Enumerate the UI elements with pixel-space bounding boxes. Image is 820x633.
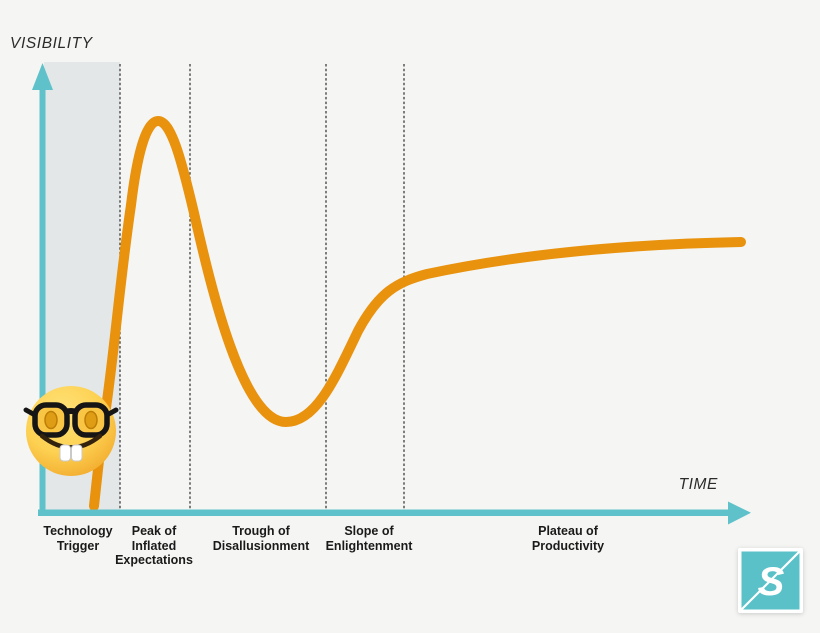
phase-label-line: Slope of: [344, 524, 394, 538]
y-axis-arrow-icon: [32, 63, 53, 90]
left-eye: [44, 410, 58, 430]
phase-label-line: Disallusionment: [212, 538, 310, 553]
phase-label-line: Enlightenment: [325, 538, 413, 553]
y-axis: [32, 63, 53, 514]
phase-label-line: Expectations: [115, 553, 193, 567]
phase-divider-lines: [119, 64, 405, 511]
logo-icon: S: [740, 550, 801, 611]
hype-curve: [89, 116, 746, 511]
x-axis-arrow-icon: [728, 501, 751, 525]
phase-label-plateau-of-productivity: Plateau of Productivity: [488, 524, 648, 553]
right-eye: [84, 410, 98, 430]
phase-label-line: Inflated: [131, 538, 177, 553]
x-axis-line: [38, 509, 732, 516]
phase-label-trough-of-disallusionment: Trough of Disallusionment: [171, 524, 351, 553]
y-axis-label: VISIBILITY: [10, 35, 93, 52]
phase-label-technology-trigger: Technology Trigger: [0, 524, 158, 553]
left-tooth: [59, 444, 71, 462]
nerd-face-emoji: [23, 386, 119, 476]
right-tooth: [71, 444, 83, 462]
x-axis-label: TIME: [678, 476, 718, 493]
phase-label-line: Trigger: [56, 538, 100, 553]
logo-letter: S: [758, 560, 785, 604]
phase-label-line: Productivity: [531, 538, 605, 553]
phase-label-line: Technology: [43, 524, 113, 538]
y-axis-line: [39, 86, 46, 514]
smile: [39, 433, 103, 450]
phase-label-slope-of-enlightenment: Slope of Enlightenment: [289, 524, 449, 553]
phase-label-line: Peak of: [131, 524, 177, 538]
x-axis: [38, 501, 751, 525]
logo-diagonal: [740, 550, 801, 611]
phase-label-peak-of-inflated-expectations: Peak of Inflated Expectations: [74, 524, 234, 568]
phase-label-line: Plateau of: [538, 524, 598, 538]
logo: S: [738, 548, 803, 613]
phase-label-line: Trough of: [232, 524, 290, 538]
